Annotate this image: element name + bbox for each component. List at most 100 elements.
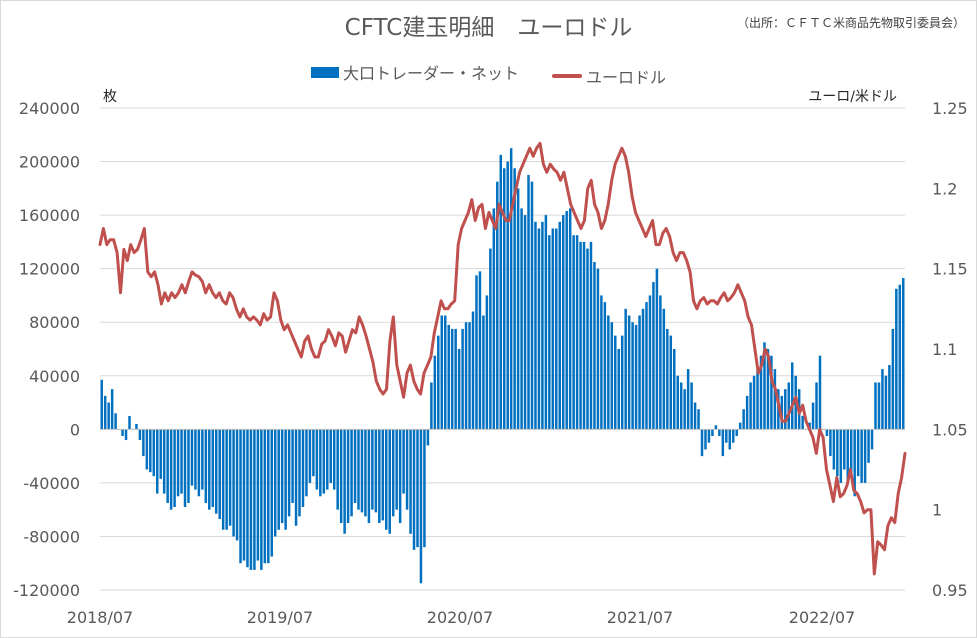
net-position-bar	[298, 429, 301, 517]
net-position-bar	[173, 429, 176, 507]
net-position-bar	[145, 429, 149, 470]
net-position-bar	[423, 429, 426, 548]
net-position-bar	[162, 429, 166, 494]
net-position-bar	[235, 429, 239, 541]
net-position-bar	[509, 148, 513, 430]
net-position-bar	[169, 429, 173, 510]
net-position-bar	[336, 429, 339, 510]
net-position-bar	[267, 429, 270, 564]
net-position-bar	[870, 429, 874, 450]
net-position-bar	[711, 429, 714, 437]
net-position-bar	[135, 423, 138, 430]
net-position-bar	[100, 379, 103, 430]
net-position-bar	[568, 208, 572, 430]
net-position-bar	[138, 429, 142, 441]
net-position-bar	[600, 295, 603, 430]
net-position-bar	[860, 429, 863, 483]
net-position-bar	[523, 215, 527, 430]
net-position-bar	[693, 402, 697, 430]
net-position-bar	[468, 322, 471, 430]
net-position-bar	[551, 228, 555, 430]
net-position-bar	[631, 322, 634, 430]
net-position-bar	[801, 415, 804, 430]
net-position-bar	[544, 215, 548, 430]
net-position-bar	[315, 429, 319, 490]
net-position-bar	[142, 429, 145, 457]
x-tick-label: 2020/07	[427, 608, 493, 627]
left-tick-label: 160000	[19, 206, 80, 225]
net-position-bar	[489, 248, 492, 430]
net-position-bar	[898, 284, 902, 430]
net-position-bar	[648, 295, 652, 430]
eurusd-line	[98, 141, 907, 576]
legend-label-line: ユーロドル	[586, 67, 667, 87]
net-position-bar	[412, 429, 416, 550]
net-position-bar	[773, 369, 777, 430]
net-position-bar	[763, 342, 766, 430]
net-position-bar	[787, 382, 791, 430]
net-position-bar	[586, 248, 589, 430]
net-position-bar	[832, 429, 836, 470]
net-position-bar	[836, 429, 839, 477]
net-position-bar	[416, 429, 419, 548]
net-position-bar	[492, 208, 496, 430]
net-position-bar	[731, 429, 735, 443]
net-position-bar	[457, 349, 461, 430]
net-position-bar	[284, 429, 287, 530]
net-position-bar	[305, 429, 308, 497]
net-position-bar	[218, 429, 221, 520]
source-note: （出所：ＣＦＴＣ米商品先物取引委員会）	[736, 16, 965, 30]
net-position-bar	[273, 429, 277, 537]
net-position-bar	[263, 429, 267, 564]
net-position-bar	[187, 429, 190, 503]
net-position-bar	[770, 355, 773, 430]
net-position-bar	[725, 429, 728, 443]
net-position-bar	[558, 221, 562, 430]
net-position-bar	[270, 429, 274, 557]
net-position-bar	[856, 429, 860, 477]
right-tick-label: 1.1	[932, 340, 957, 359]
left-tick-label: 40000	[29, 367, 80, 386]
net-position-bar	[339, 429, 343, 524]
net-position-bar	[874, 382, 877, 430]
net-position-bar	[697, 409, 700, 430]
net-position-bar	[312, 429, 315, 477]
net-position-bar	[287, 429, 291, 517]
net-position-bar	[107, 402, 110, 430]
net-position-bar	[534, 221, 537, 430]
net-position-bar	[110, 389, 114, 430]
net-position-bar	[385, 429, 388, 530]
net-position-bar	[537, 228, 541, 430]
net-position-bar	[634, 324, 638, 430]
net-position-bar	[430, 382, 433, 430]
net-position-bar	[506, 161, 509, 430]
net-position-bar	[655, 268, 659, 430]
net-position-bar	[194, 429, 197, 490]
net-position-bar	[582, 241, 586, 430]
x-tick-label: 2021/07	[607, 608, 673, 627]
net-position-bar	[742, 409, 745, 430]
net-position-bar	[308, 429, 312, 483]
net-position-bar	[253, 429, 256, 570]
net-position-bar	[374, 429, 378, 513]
net-position-bar	[183, 429, 187, 507]
net-position-bar	[863, 429, 867, 483]
net-position-bar	[214, 429, 218, 514]
net-position-bar	[398, 429, 402, 524]
net-position-bar	[364, 429, 367, 517]
right-tick-label: 1.05	[932, 420, 968, 439]
net-position-bar	[440, 315, 444, 430]
net-position-bar	[891, 328, 895, 430]
net-position-bar	[291, 429, 294, 503]
net-position-bar	[548, 235, 551, 430]
left-axis-unit: 枚	[103, 89, 117, 105]
net-position-bar	[152, 429, 156, 477]
legend-item-bar: 大口トレーダー・ネット	[310, 60, 519, 84]
net-position-bar	[450, 328, 454, 430]
x-tick-label: 2022/07	[789, 608, 855, 627]
net-position-bar	[593, 261, 596, 430]
net-position-bar	[176, 429, 180, 497]
net-position-bar	[690, 382, 693, 430]
net-position-bar	[454, 328, 457, 430]
